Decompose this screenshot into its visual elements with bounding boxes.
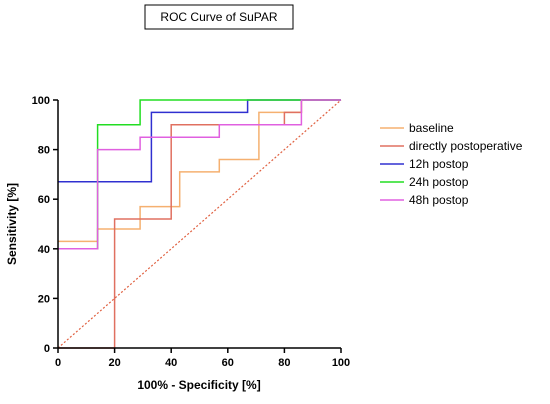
plot-area: 0 20 40 60 80 100 0 20 40 60 80 100 xyxy=(32,95,351,369)
reference-diagonal xyxy=(57,99,342,349)
x-tick-label-2: 40 xyxy=(165,357,177,369)
x-axis-title: 100% - Specificity [%] xyxy=(137,378,260,392)
legend-label-1: directly postoperative xyxy=(409,139,523,153)
chart-title-box xyxy=(144,4,294,30)
x-tick-label-0: 0 xyxy=(55,357,61,369)
y-axis-title: Sensitivity [%] xyxy=(5,183,19,265)
legend: baseline directly postoperative 12h postop… xyxy=(380,121,523,207)
y-tick-label-5: 100 xyxy=(32,95,50,107)
legend-label-0: baseline xyxy=(409,121,454,135)
series-line-baseline xyxy=(58,99,341,243)
y-tick-label-3: 60 xyxy=(38,194,50,206)
legend-label-2: 12h postop xyxy=(409,157,469,171)
series-line-24h-postop xyxy=(58,99,341,250)
x-tick-label-1: 20 xyxy=(108,357,120,369)
legend-label-3: 24h postop xyxy=(409,175,469,189)
x-tick-label-5: 100 xyxy=(332,357,350,369)
x-tick-label-3: 60 xyxy=(222,357,234,369)
chart-title: ROC Curve of SuPAR xyxy=(160,10,277,24)
y-tick-label-4: 80 xyxy=(38,145,50,157)
y-tick-label-2: 40 xyxy=(38,244,50,256)
x-tick-label-4: 80 xyxy=(278,357,290,369)
series-line-48h-postop xyxy=(58,99,341,250)
y-tick-label-0: 0 xyxy=(44,343,50,355)
legend-label-4: 48h postop xyxy=(409,193,469,207)
y-tick-label-1: 20 xyxy=(38,293,50,305)
